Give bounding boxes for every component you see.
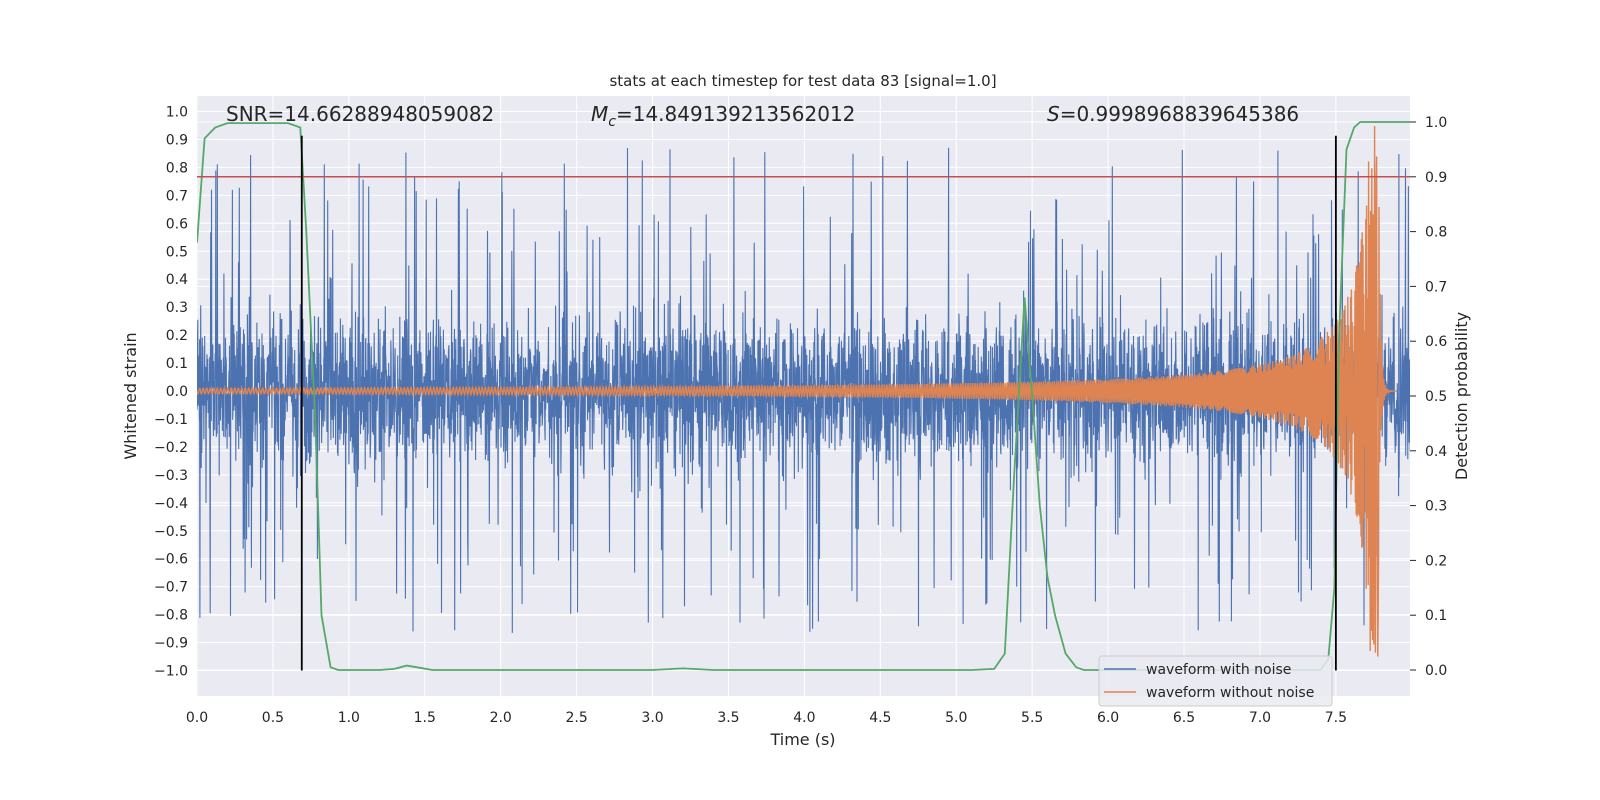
x-tick-label: 0.5 — [262, 710, 284, 726]
y-tick-label: 0.4 — [166, 272, 188, 288]
x-tick-label: 5.5 — [1021, 710, 1043, 726]
y-tick-label: 1.0 — [166, 105, 188, 121]
x-tick-label: 5.0 — [945, 710, 967, 726]
y-tick-label: −0.9 — [154, 636, 188, 652]
y2-tick-label: 1.0 — [1425, 115, 1447, 131]
x-tick-label: 4.5 — [869, 710, 891, 726]
y-tick-label: 0.7 — [166, 188, 188, 204]
y2-tick-label: 0.4 — [1425, 444, 1447, 460]
y-tick-label: 0.2 — [166, 328, 188, 344]
x-tick-label: 2.0 — [490, 710, 512, 726]
y2-tick-label: 0.2 — [1425, 553, 1447, 569]
x-tick-label: 4.0 — [793, 710, 815, 726]
snr-annotation: SNR=14.66288948059082 — [226, 102, 494, 126]
y2-tick-label: 0.6 — [1425, 334, 1447, 350]
ticks-layer: 0.0 0.5 1.0 1.5 2.0 2.5 3.0 3.5 4.0 4.5 5.0 5.5 6.0 6… — [154, 105, 1447, 727]
mc-value: =14.849139213562012 — [616, 102, 855, 126]
x-tick-label: 0.0 — [186, 710, 208, 726]
x-tick-label: 7.0 — [1249, 710, 1271, 726]
y-tick-label: −1.0 — [154, 664, 188, 680]
y2-tick-label: 0.5 — [1425, 389, 1447, 405]
y2-tick-label: 0.0 — [1425, 663, 1447, 679]
y-tick-label: 0.3 — [166, 300, 188, 316]
x-tick-label: 6.5 — [1173, 710, 1195, 726]
noisy-waveform-line — [197, 147, 1410, 633]
chart-title: stats at each timestep for test data 83 … — [609, 72, 996, 90]
y-tick-label: −0.8 — [154, 608, 188, 624]
x-tick-label: 7.5 — [1325, 710, 1347, 726]
y2-tick-label: 0.3 — [1425, 499, 1447, 515]
y-axis-label: Whitened strain — [121, 332, 140, 459]
legend-box — [1098, 655, 1333, 707]
mc-subscript: c — [608, 114, 616, 130]
x-tick-label: 3.5 — [717, 710, 739, 726]
mc-symbol: M — [591, 102, 608, 126]
y2-tick-label: 0.8 — [1425, 225, 1447, 241]
x-tick-label: 3.0 — [641, 710, 663, 726]
legend-label-clean: waveform without noise — [1146, 685, 1314, 701]
y-tick-label: 0.8 — [166, 160, 188, 176]
clean-waveform-line — [197, 125, 1397, 657]
x-tick-label: 6.0 — [1097, 710, 1119, 726]
y-tick-label: 0.6 — [166, 216, 188, 232]
legend-label-noise: waveform with noise — [1146, 662, 1291, 678]
y-tick-label: −0.3 — [154, 468, 188, 484]
y-tick-label: 0.9 — [166, 132, 188, 148]
y2-tick-label: 0.7 — [1425, 279, 1447, 295]
y-tick-label: −0.6 — [154, 552, 188, 568]
y-tick-label: −0.1 — [154, 412, 188, 428]
y-tick-label: −0.4 — [154, 496, 188, 512]
x-axis-label: Time (s) — [769, 730, 835, 749]
y-tick-label: −0.7 — [154, 580, 188, 596]
y-tick-label: −0.2 — [154, 440, 188, 456]
chirp-mass-annotation: Mc=14.849139213562012 — [591, 102, 855, 130]
y2-axis-label: Detection probability — [1452, 312, 1471, 480]
s-symbol: S — [1047, 102, 1060, 126]
s-value: =0.9998968839645386 — [1060, 102, 1299, 126]
x-tick-label: 1.0 — [338, 710, 360, 726]
y2-tick-label: 0.9 — [1425, 170, 1447, 186]
x-tick-label: 2.5 — [565, 710, 587, 726]
y-tick-label: 0.5 — [166, 244, 188, 260]
y-tick-label: −0.5 — [154, 524, 188, 540]
y-tick-label: 0.1 — [166, 356, 188, 372]
x-tick-label: 1.5 — [414, 710, 436, 726]
legend: waveform with noise waveform without noi… — [1098, 655, 1333, 707]
y-tick-label: 0.0 — [166, 384, 188, 400]
y2-tick-label: 0.1 — [1425, 608, 1447, 624]
s-annotation: S=0.9998968839645386 — [1047, 102, 1299, 126]
